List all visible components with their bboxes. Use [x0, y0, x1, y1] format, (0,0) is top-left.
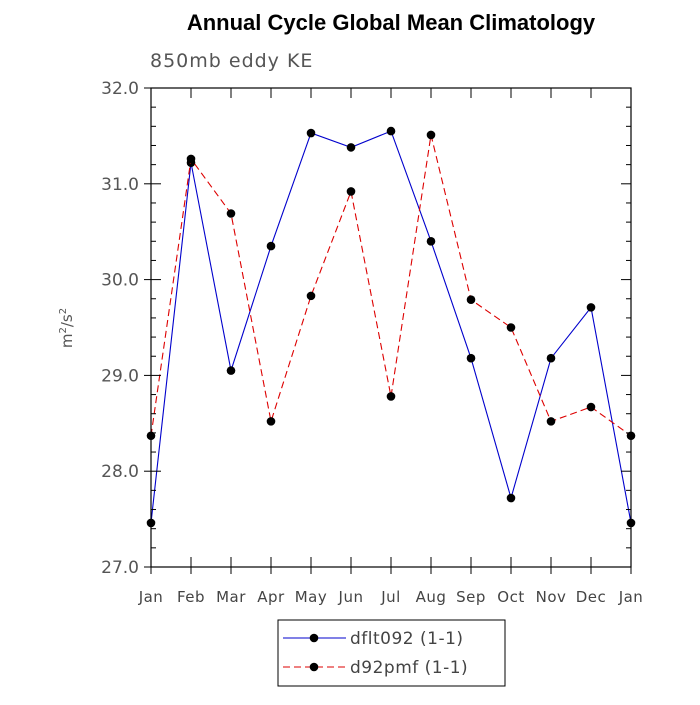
- x-tick-label: Nov: [536, 588, 567, 606]
- series-line-1: [150, 134, 632, 437]
- x-tick-label: Jun: [338, 588, 364, 606]
- data-point: [546, 353, 556, 363]
- legend-label-0: dflt092 (1-1): [350, 629, 464, 649]
- x-tick-label: Sep: [456, 588, 486, 606]
- data-point: [346, 143, 356, 152]
- y-tick-label: 27.0: [101, 558, 139, 578]
- x-tick-label: Apr: [257, 588, 285, 606]
- data-point: [186, 154, 196, 164]
- x-tick-label: Dec: [576, 588, 607, 606]
- legend-label-1: d92pmf (1-1): [350, 658, 468, 678]
- plot-area: [146, 126, 636, 528]
- data-point: [386, 392, 396, 401]
- x-tick-label: Jul: [380, 588, 401, 606]
- data-point: [306, 128, 316, 138]
- ylabel-mid: /s: [58, 314, 76, 327]
- ylabel-base: m: [58, 334, 76, 349]
- data-point: [506, 323, 516, 332]
- data-point: [546, 417, 556, 426]
- legend: dflt092 (1-1) d92pmf (1-1): [277, 619, 506, 687]
- y-tick-label: 32.0: [101, 79, 139, 99]
- x-tick-label: Aug: [416, 588, 447, 606]
- data-point: [266, 417, 276, 426]
- x-tick-label: Jan: [618, 588, 644, 606]
- y-tick-label: 31.0: [101, 175, 139, 195]
- x-tick-label: Feb: [177, 588, 205, 606]
- axes: 27.0 28.0 29.0 30.0 31.0 32.0 Jan Feb Mar Apr May J…: [101, 79, 643, 606]
- data-point: [306, 291, 316, 301]
- data-point: [586, 402, 596, 412]
- data-point: [426, 236, 436, 246]
- data-point: [586, 303, 596, 312]
- svg-text:m2/s2: m2/s2: [58, 308, 76, 348]
- data-point: [266, 241, 276, 251]
- legend-box: [277, 619, 506, 687]
- data-point: [506, 493, 516, 503]
- data-point: [226, 209, 236, 218]
- x-tick-label: May: [295, 588, 328, 606]
- x-tick-label: Jan: [138, 588, 164, 606]
- y-axis-label: m2/s2: [58, 308, 76, 348]
- legend-marker-0: [309, 633, 319, 643]
- data-point: [466, 353, 476, 363]
- x-tick-label: Oct: [497, 588, 524, 606]
- data-point: [226, 366, 236, 375]
- y-tick-label: 29.0: [101, 366, 139, 386]
- chart-title: Annual Cycle Global Mean Climatology: [187, 10, 596, 35]
- data-point: [346, 187, 356, 196]
- ylabel-exp1: 2: [58, 327, 69, 333]
- series-line-0: [150, 130, 632, 524]
- x-tick-label: Mar: [216, 588, 246, 606]
- data-point: [466, 295, 476, 305]
- ylabel-exp2: 2: [58, 308, 69, 314]
- y-tick-label: 28.0: [101, 462, 139, 482]
- legend-marker-1: [309, 662, 319, 672]
- data-point: [426, 130, 436, 140]
- data-point: [386, 126, 396, 136]
- y-tick-label: 30.0: [101, 271, 139, 291]
- chart-subtitle: 850mb eddy KE: [150, 50, 313, 72]
